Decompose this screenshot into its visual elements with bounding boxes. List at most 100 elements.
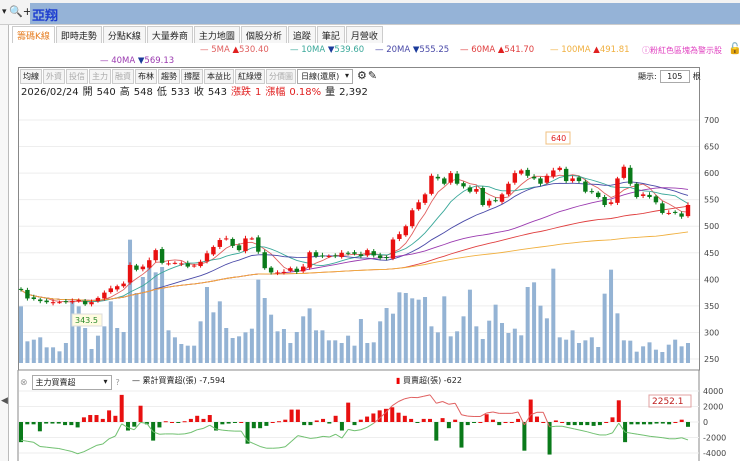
candle-body [38,299,43,302]
collapse-arrow-icon[interactable]: ◀ [1,396,8,406]
net-buy-bar [654,422,659,424]
left-collapse-panel[interactable] [0,25,9,461]
tab-8[interactable]: 月營收 [345,26,383,43]
volume-bar [544,318,549,363]
candle-body [166,263,171,265]
net-buy-bar [534,416,539,422]
candle-body [63,301,69,303]
ma-value: 569.13 [144,56,175,66]
candle-body [365,250,370,256]
close-value: 543 [207,87,228,98]
indicator-header: ⊗ 主力買賣超 ▾ ? [20,375,120,390]
tab-0[interactable]: 籌碼K線 [12,26,55,43]
warning-hint: ⓘ粉紅色區塊為警示股 [642,46,722,55]
candle-body [172,262,178,264]
volume-bar [365,343,370,363]
volume-bar [352,345,357,363]
toolbar-button-4[interactable]: 融資 [112,69,134,84]
volume-bar [390,313,395,363]
cum-legend: — 累計買賣超(張) -7,594 [132,375,225,386]
volume-bar [621,340,626,363]
ind-tick-label: 0 [703,418,708,427]
candle-body [147,260,152,268]
ma-legend-5ma: — 5MA ▲530.40 [200,45,269,55]
ma100-line [20,231,689,301]
toolbar-button-8[interactable]: 本益比 [204,69,234,84]
bar-value: -622 [443,376,462,385]
tab-1[interactable]: 即時走勢 [55,26,102,43]
toolbar-button-7[interactable]: 撐壓 [181,69,203,84]
caret-down-icon[interactable]: ▾ [2,7,7,17]
cum-line-segment [612,422,620,434]
volume-bar [262,298,267,363]
tab-4[interactable]: 主力地圖 [193,26,240,43]
volume-bar [38,337,43,363]
change-label: 漲跌 [231,87,252,98]
toolbar-button-0[interactable]: 均線 [20,69,42,84]
net-buy-bar [547,422,552,455]
lock-open-icon[interactable]: 🔓 [728,42,740,55]
close-indicator-icon[interactable]: ⊗ [20,377,28,388]
cum-line-segment [436,401,443,404]
ma-value: 491.81 [599,45,630,55]
candle-body [666,212,671,214]
toolbar-button-9[interactable]: 紅綠燈 [235,69,265,84]
candle-body [236,245,242,251]
toolbar-button-6[interactable]: 趨勢 [158,69,180,84]
candle-body [551,170,556,177]
tab-6[interactable]: 追蹤 [287,26,316,43]
net-buy-bar [440,418,445,422]
toolbar-button-2[interactable]: 投信 [66,69,88,84]
cum-line-segment [530,411,538,416]
help-icon[interactable]: ? [115,378,120,387]
ind-tick-label: 4000 [703,387,723,396]
net-buy-bar [56,422,61,424]
candle-body [268,267,274,273]
cum-line-segment [480,412,487,417]
bar-label: 買賣超(張) [402,376,442,385]
volume-bar [198,321,203,363]
period-select[interactable]: 日線(還原) ▾ [297,69,353,84]
tab-7[interactable]: 筆記 [316,26,345,43]
cum-line-segment [102,438,110,445]
net-buy-bar [579,422,584,426]
candle-body [230,238,235,246]
volume-bar [153,272,158,363]
volume-bar [147,265,152,363]
net-buy-bar [648,422,653,425]
volume-bar [609,269,614,363]
cum-line-segment [71,450,78,455]
candle-body [576,177,582,182]
ma-arrow: ▲ [593,45,600,55]
tab-3[interactable]: 大量券商 [146,26,193,43]
toolbar-button-1[interactable]: 外資 [43,69,65,84]
volume-bar [237,336,242,363]
tab-5[interactable]: 個股分析 [240,26,287,43]
high-label: 高 [119,87,130,98]
volume-bar [467,289,472,363]
candle-body [474,189,479,192]
gear-icon[interactable]: ⚙ [357,69,367,82]
toolbar-button-5[interactable]: 布林 [135,69,157,84]
pen-icon[interactable]: ✎ [367,69,378,82]
net-buy-bar [409,418,414,422]
volume-bar [576,343,581,363]
net-buy-bar [497,422,502,426]
indicator-select[interactable]: 主力買賣超 ▾ [31,375,112,390]
cum-line-icon: — [132,376,143,385]
display-count-input[interactable]: 105 [659,70,690,83]
net-buy-bar [616,400,621,422]
cum-line-segment [215,428,223,431]
candle-body [339,252,344,258]
net-buy-bar [302,422,307,426]
volume-bar [423,297,428,363]
candle-body [416,202,421,210]
candle-body [140,266,146,270]
volume-bar [185,345,190,363]
volume-bar [128,239,133,363]
tab-2[interactable]: 分點K線 [102,26,146,43]
toolbar-button-10[interactable]: 分價圖 [266,69,296,84]
toolbar-button-3[interactable]: 主力 [89,69,111,84]
zoom-in-icon[interactable]: 🔍+ [9,5,32,18]
